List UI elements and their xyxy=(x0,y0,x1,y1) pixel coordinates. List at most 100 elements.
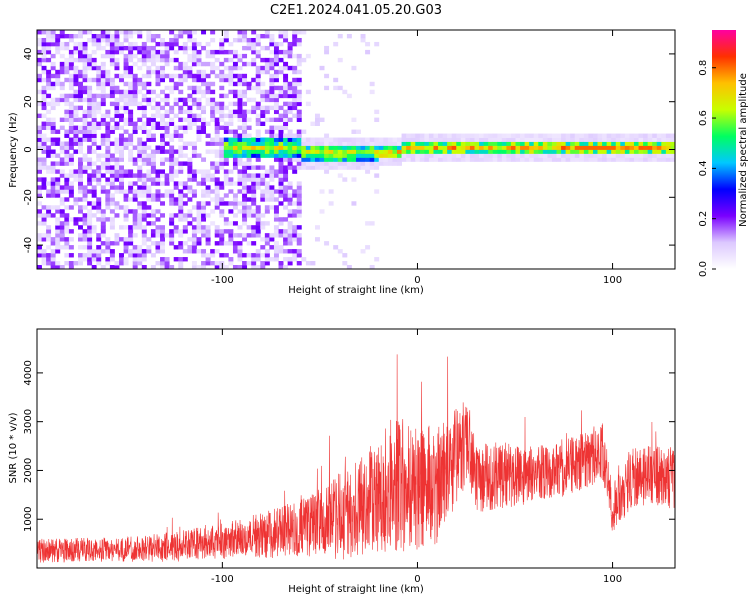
spectrogram-cell xyxy=(164,121,170,126)
spectrogram-cell xyxy=(214,65,220,71)
spectrogram-cell xyxy=(50,37,56,43)
spectrogram-cell xyxy=(96,65,102,71)
spectrogram-cell xyxy=(187,161,193,166)
spectrogram-cell xyxy=(141,73,147,79)
spectrogram-cell xyxy=(242,93,248,99)
spectrogram-cell xyxy=(283,137,289,142)
spectrogram-cell xyxy=(401,157,407,162)
spectrogram-cell xyxy=(278,157,284,162)
spectrogram-cell xyxy=(214,249,220,254)
spectrogram-cell xyxy=(232,221,238,226)
spectrogram-cell xyxy=(406,141,412,146)
spectrogram-cell xyxy=(87,157,93,162)
spectrogram-cell xyxy=(59,81,65,87)
spectrogram-cell xyxy=(160,149,165,154)
spectrogram-cell xyxy=(109,209,115,214)
spectrogram-cell xyxy=(59,185,65,190)
spectrogram-cell xyxy=(264,241,270,246)
spectrogram-cell xyxy=(128,253,134,258)
spectrogram-cell xyxy=(91,37,97,43)
spectrogram-cell xyxy=(283,217,289,222)
spectrogram-cell xyxy=(538,141,544,146)
spectrogram-cell xyxy=(173,229,179,234)
spectrogram-cell xyxy=(474,133,480,138)
spectrogram-cell xyxy=(292,253,298,258)
spectrogram-cell xyxy=(447,153,453,158)
spectrogram-cell xyxy=(146,117,152,123)
spectrogram-cell xyxy=(406,137,412,142)
spectrogram-cell xyxy=(160,53,165,59)
spectrogram-cell xyxy=(223,229,229,234)
spectrogram-cell xyxy=(96,77,102,83)
spectrogram-cell xyxy=(137,30,143,35)
spectrogram-cell xyxy=(55,73,61,79)
spectrogram-cell xyxy=(251,181,257,186)
spectrogram-cell xyxy=(210,221,216,226)
spectrogram-cell xyxy=(114,65,120,71)
spectrogram-cell xyxy=(228,65,234,71)
spectrogram-cell xyxy=(169,221,175,226)
spectrogram-cell xyxy=(255,265,261,270)
spectrogram-cell xyxy=(114,177,120,182)
spectrogram-cell xyxy=(305,89,311,95)
spectrogram-cell xyxy=(228,257,234,262)
spectrogram-cell xyxy=(128,137,134,142)
spectrogram-cell xyxy=(128,233,134,238)
spectrogram-cell xyxy=(656,153,662,158)
spectrogram-cell xyxy=(283,153,289,158)
spectrogram-cell xyxy=(479,145,484,150)
spectrogram-cell xyxy=(210,109,216,115)
spectrogram-cell xyxy=(150,157,156,162)
spectrogram-cell xyxy=(232,81,238,87)
spectrogram-cell xyxy=(37,169,42,174)
spectrogram-cell xyxy=(128,113,134,119)
spectrogram-cell xyxy=(141,185,147,190)
spectrogram-cell xyxy=(64,61,70,67)
spectrogram-cell xyxy=(132,193,138,198)
spectrogram-cell xyxy=(205,133,211,138)
spectrogram-cell xyxy=(182,69,188,75)
spectrogram-cell xyxy=(105,145,111,150)
spectrogram-cell xyxy=(246,241,252,246)
spectrogram-cell xyxy=(64,117,70,123)
spectrogram-cell xyxy=(260,113,266,119)
spectrogram-cell xyxy=(178,45,184,51)
spectrogram-cell xyxy=(278,30,284,35)
spectrogram-cell xyxy=(296,81,302,87)
spectrogram-cell xyxy=(246,177,252,182)
spectrogram-cell xyxy=(123,57,129,63)
spectrogram-cell xyxy=(100,217,106,222)
spectrogram-cell xyxy=(82,153,88,158)
spectrogram-cell xyxy=(82,253,88,258)
spectrogram-cell xyxy=(87,121,93,126)
spectrogram-cell xyxy=(64,41,70,47)
spectrogram-cell xyxy=(333,161,339,166)
spectrogram-cell xyxy=(246,41,252,47)
spectrogram-cell xyxy=(187,245,193,250)
spectrogram-cell xyxy=(137,141,143,146)
spectrogram-cell xyxy=(237,209,243,214)
spectrogram-cell xyxy=(533,149,539,154)
spectrogram-cell xyxy=(137,45,143,51)
spectrogram-cell xyxy=(109,93,115,99)
spectrogram-cell xyxy=(397,137,402,142)
spectrogram-cell xyxy=(419,141,425,146)
spectrogram-cell xyxy=(100,141,106,146)
spectrogram-cell xyxy=(242,193,248,198)
spectrogram-cell xyxy=(164,233,170,238)
spectrogram-cell xyxy=(342,253,348,258)
spectrogram-cell xyxy=(96,33,102,39)
spectrogram-cell xyxy=(87,161,93,166)
spectrogram-cell xyxy=(114,237,120,242)
spectrogram-cell xyxy=(68,173,74,178)
spectrogram-cell xyxy=(597,141,603,146)
spectrogram-cell xyxy=(132,253,138,258)
spectrogram-cell xyxy=(78,57,83,63)
spectrogram-cell xyxy=(150,45,156,51)
spectrogram-cell xyxy=(474,141,480,146)
spectrogram-cell xyxy=(50,117,56,123)
spectrogram-cell xyxy=(310,165,316,170)
spectrogram-cell xyxy=(55,237,61,242)
spectrogram-cell xyxy=(169,201,175,206)
